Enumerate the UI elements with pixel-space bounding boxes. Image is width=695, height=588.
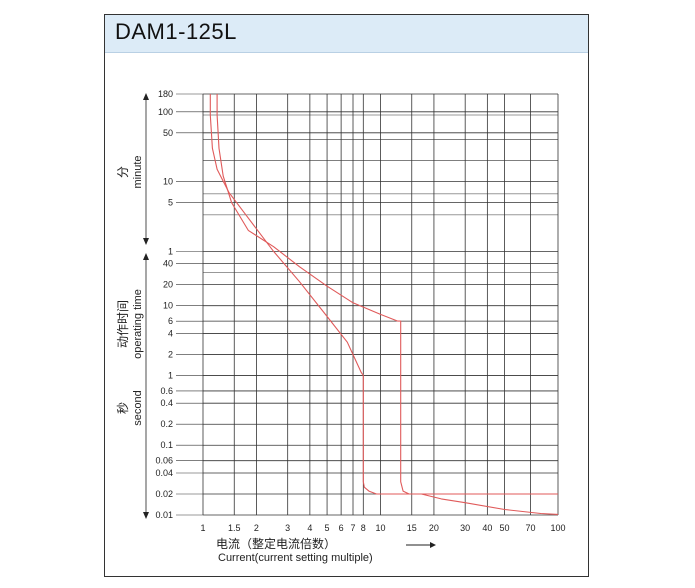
x-tick-label: 4 [307, 523, 312, 533]
y-tick-label: 100 [158, 107, 173, 117]
series-group [209, 94, 559, 515]
x-tick-label: 15 [407, 523, 417, 533]
y-label-cn: 动作时间 [116, 300, 130, 348]
x-tick-label: 50 [500, 523, 510, 533]
x-tick-label: 70 [525, 523, 535, 533]
axis-labels: 分 minute 动作时间 operating time 秒 second 电流… [116, 93, 436, 564]
x-label-en: Current(current setting multiple) [218, 552, 373, 564]
y-tick-label: 1 [168, 370, 173, 380]
trip-curve-lower [209, 94, 558, 495]
x-tick-label: 5 [325, 523, 330, 533]
y-tick-label: 50 [163, 128, 173, 138]
y-label-en: operating time [132, 289, 144, 359]
y-label-second-cn: 秒 [116, 402, 130, 414]
x-tick-label: 1 [200, 523, 205, 533]
y-tick-labels: 180 100 50 10 5 1 40 20 10 6 4 2 1 0.6 0.4 0.2 0.1 0.06 0.… [155, 89, 173, 520]
y-tick-label: 10 [163, 301, 173, 311]
y-tick-label: 0.1 [160, 440, 173, 450]
trip-curve-upper [216, 94, 559, 515]
y-tick-label: 5 [168, 198, 173, 208]
y-label-minute-en: minute [132, 155, 144, 188]
y-tick-label: 0.2 [160, 419, 173, 429]
chart-title: DAM1-125L [115, 19, 237, 44]
x-tick-label: 1.5 [228, 523, 241, 533]
x-tick-label: 2 [254, 523, 259, 533]
grid [176, 93, 559, 516]
x-tick-label: 40 [482, 523, 492, 533]
x-tick-label: 6 [339, 523, 344, 533]
y-tick-label: 2 [168, 349, 173, 359]
x-tick-labels: 1 1.5 2 3 4 5 6 7 8 10 15 20 30 40 50 70 100 [200, 523, 565, 533]
y-label-second-en: second [132, 390, 144, 425]
y-tick-label: 0.4 [160, 398, 173, 408]
y-tick-label: 20 [163, 280, 173, 290]
y-tick-label: 6 [168, 316, 173, 326]
second-range-bracket [143, 253, 149, 519]
title-bar: DAM1-125L [105, 15, 588, 53]
x-tick-label: 20 [429, 523, 439, 533]
y-tick-label: 0.04 [155, 468, 173, 478]
y-tick-label: 40 [163, 259, 173, 269]
y-tick-label: 1 [168, 246, 173, 256]
y-tick-label: 180 [158, 89, 173, 99]
x-tick-label: 7 [350, 523, 355, 533]
x-tick-label: 8 [361, 523, 366, 533]
y-tick-label: 0.02 [155, 489, 173, 499]
x-tick-label: 3 [285, 523, 290, 533]
y-label-minute-cn: 分 [116, 166, 130, 178]
x-label-cn: 电流（整定电流倍数） [216, 536, 336, 551]
y-tick-label: 10 [163, 177, 173, 187]
minute-range-bracket [143, 93, 149, 245]
y-tick-label: 0.06 [155, 456, 173, 466]
y-tick-label: 0.01 [155, 510, 173, 520]
x-tick-label: 100 [550, 523, 565, 533]
x-tick-label: 30 [460, 523, 470, 533]
y-tick-label: 4 [168, 328, 173, 338]
x-axis-arrow [406, 542, 436, 548]
x-tick-label: 10 [375, 523, 385, 533]
chart-frame: DAM1-125L [104, 14, 589, 577]
y-tick-label: 0.6 [160, 386, 173, 396]
